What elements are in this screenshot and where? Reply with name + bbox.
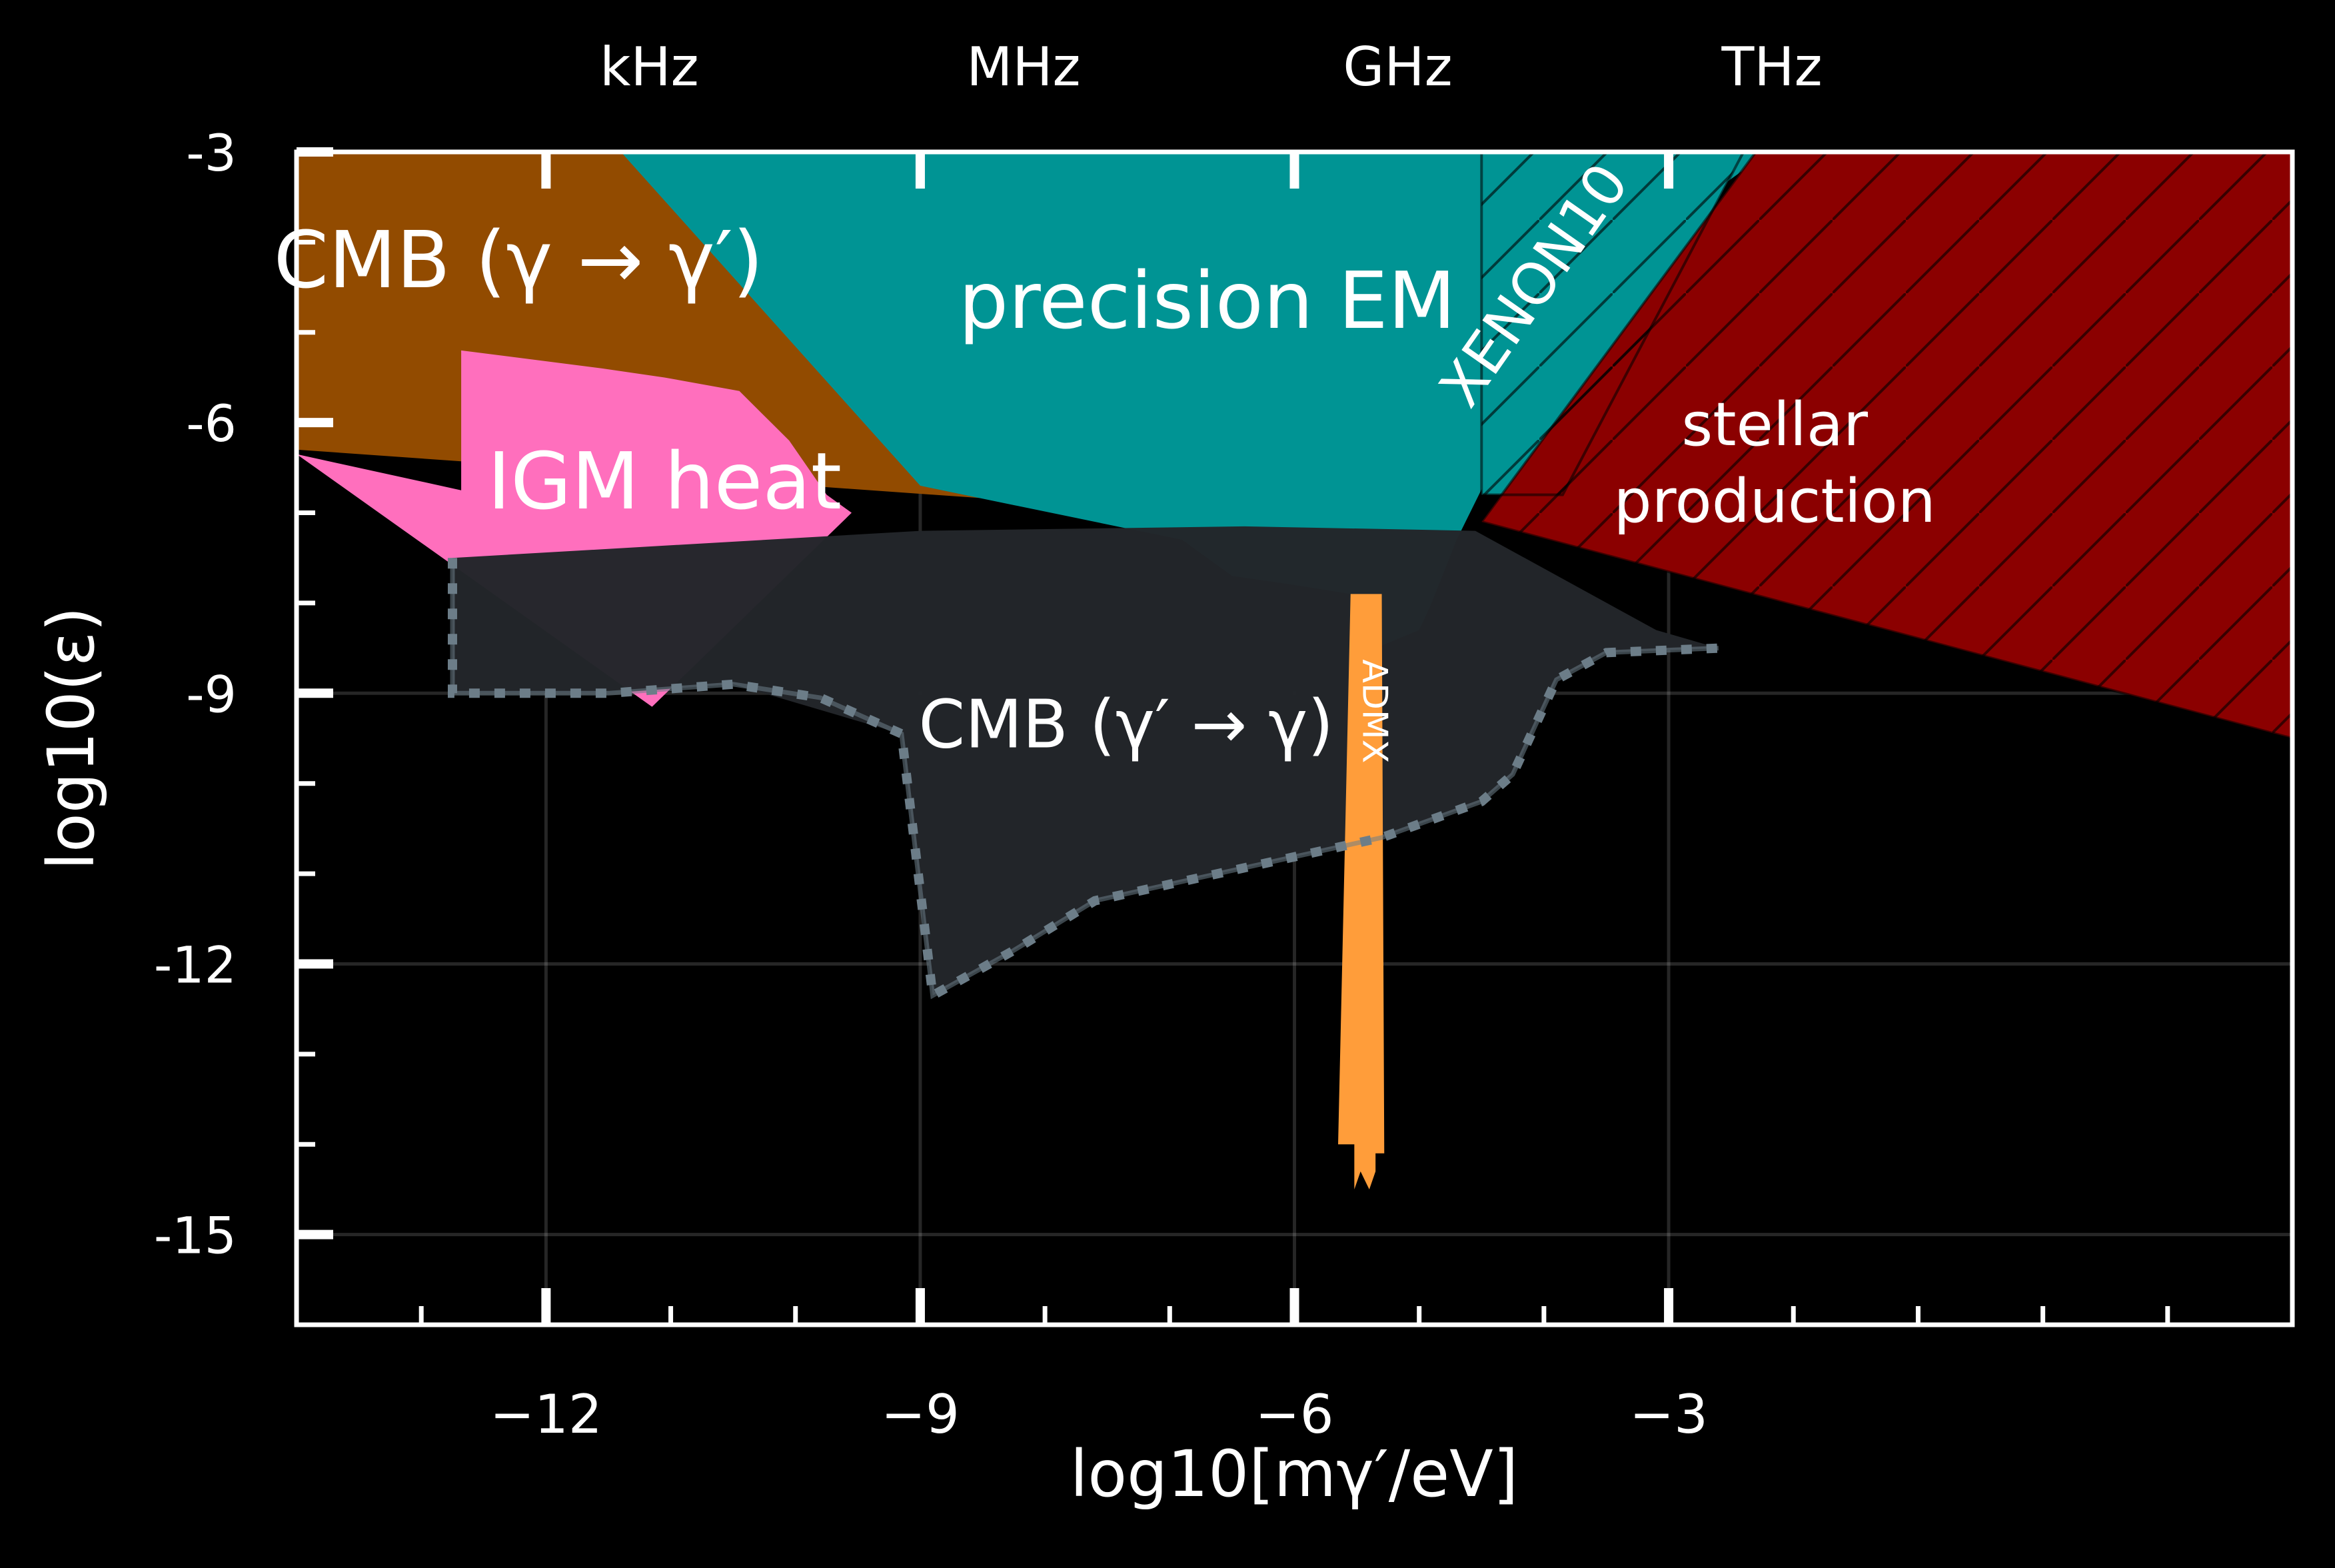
axes	[294, 147, 2295, 1327]
label-igm-heat: IGM heat	[487, 435, 842, 527]
top-axis-label: MHz	[966, 36, 1080, 98]
region-admx	[1338, 594, 1385, 1189]
y-tick-label: -9	[186, 664, 237, 724]
label-stellar-line-2: production	[1614, 466, 1936, 536]
label-admx: ADMX	[1354, 659, 1394, 763]
y-tick-label: -12	[154, 935, 237, 994]
exclusion-regions	[297, 152, 2292, 1189]
x-tick-label: −12	[490, 1383, 602, 1445]
y-axis-label: log10(ε)	[34, 606, 109, 870]
x-tick-label: −6	[1255, 1383, 1334, 1445]
label-stellar-line-1: stellar	[1681, 390, 1868, 460]
label-cmb-dark-photon-to-gamma: CMB (γ′ → γ)	[918, 686, 1333, 764]
y-tick-label: -3	[186, 123, 237, 183]
hatch-stellar-production	[1479, 152, 2292, 740]
x-tick-label: −3	[1629, 1383, 1708, 1445]
top-axis-label: kHz	[600, 36, 698, 98]
label-precision-em: precision EM	[958, 255, 1455, 347]
region-cmb	[452, 526, 1719, 996]
tick-labels: −12 −9 −6 −3 -3 -6 -9 -12 -15 kHz MHz GHz THz	[154, 36, 1823, 1445]
label-cmb-gamma-to-dark-photon: CMB (γ → γ′)	[274, 214, 764, 306]
y-tick-label: -15	[154, 1206, 237, 1265]
top-axis-label: GHz	[1343, 36, 1452, 98]
top-axis-label: THz	[1721, 36, 1823, 98]
projection-line-dots	[447, 558, 1719, 1004]
x-tick-label: −9	[881, 1383, 960, 1445]
x-axis-label: log10[mγ′/eV]	[1070, 1437, 1519, 1511]
y-tick-label: -6	[186, 394, 237, 453]
